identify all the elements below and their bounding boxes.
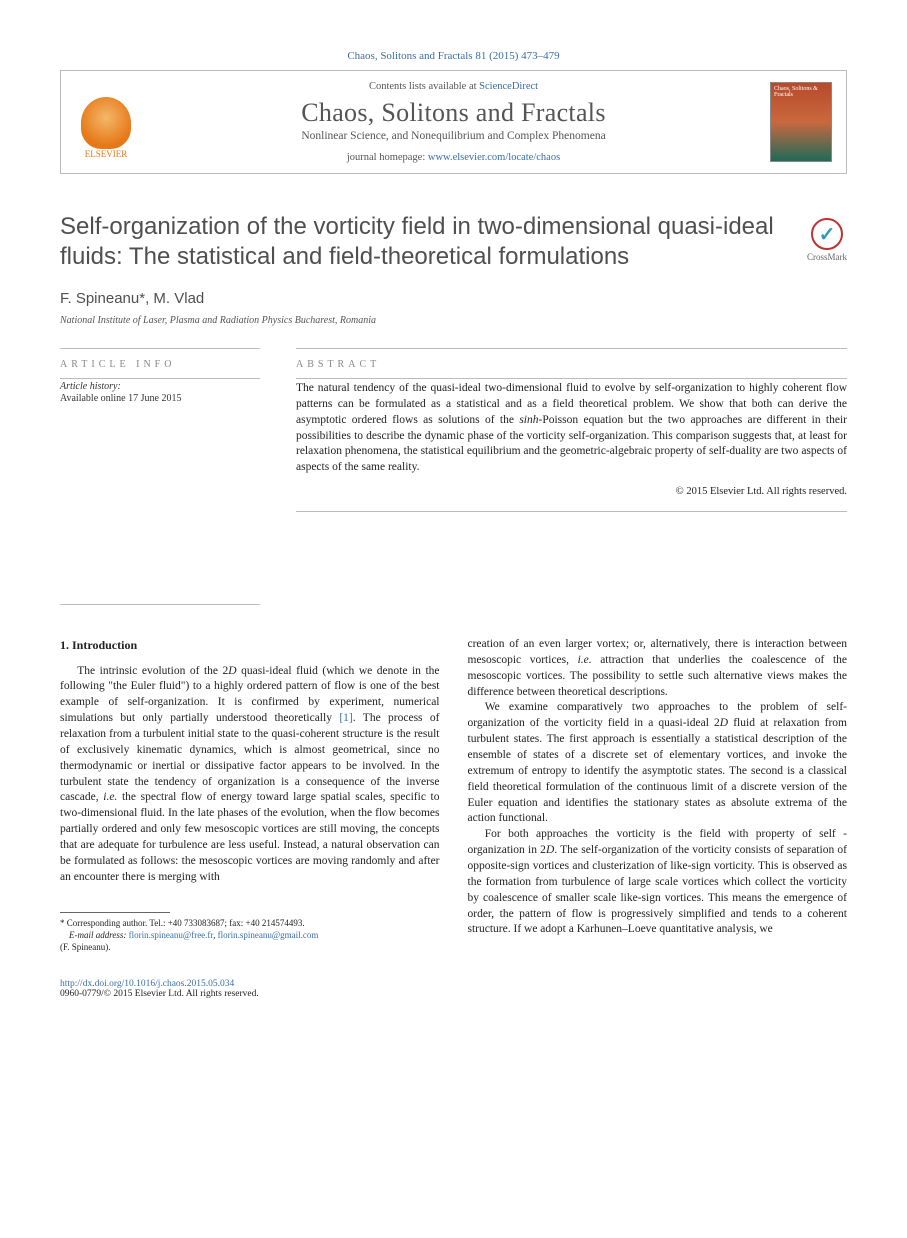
info-abstract-row: ARTICLE INFO Article history: Available … bbox=[60, 348, 847, 605]
ref-1-link[interactable]: [1] bbox=[339, 712, 352, 724]
journal-subtitle: Nonlinear Science, and Nonequilibrium an… bbox=[151, 130, 756, 142]
abstract-bottom-rule bbox=[296, 511, 847, 512]
article-info-label: ARTICLE INFO bbox=[60, 348, 260, 378]
elsevier-logo: ELSEVIER bbox=[75, 85, 137, 159]
journal-header-box: ELSEVIER Contents lists available at Sci… bbox=[60, 70, 847, 174]
body-columns: 1. Introduction The intrinsic evolution … bbox=[60, 637, 847, 953]
history-label: Article history: bbox=[60, 381, 260, 392]
email-link-1[interactable]: florin.spineanu@free.fr bbox=[129, 930, 213, 940]
crossmark-icon: ✓ bbox=[811, 218, 843, 250]
homepage-prefix: journal homepage: bbox=[347, 152, 428, 163]
abstract-column: ABSTRACT The natural tendency of the qua… bbox=[296, 348, 847, 605]
l-p1a: The intrinsic evolution of the 2 bbox=[77, 665, 228, 677]
issn-copyright: 0960-0779/© 2015 Elsevier Ltd. All right… bbox=[60, 989, 259, 999]
l-p1em2: i.e. bbox=[103, 791, 117, 803]
journal-name: Chaos, Solitons and Fractals bbox=[151, 98, 756, 128]
abstract-copyright: © 2015 Elsevier Ltd. All rights reserved… bbox=[296, 486, 847, 497]
info-bottom-rule bbox=[60, 604, 260, 605]
authors: F. Spineanu*, M. Vlad bbox=[60, 290, 847, 307]
r-p2b: fluid at relaxation from turbulent state… bbox=[468, 717, 848, 824]
contents-prefix: Contents lists available at bbox=[369, 81, 479, 92]
elsevier-tree-icon bbox=[81, 97, 131, 149]
cover-thumbnail: Chaos, Solitons & Fractals bbox=[770, 82, 832, 162]
homepage-line: journal homepage: www.elsevier.com/locat… bbox=[151, 152, 756, 163]
l-p1d: the spectral flow of energy toward large… bbox=[60, 791, 440, 882]
right-p3: For both approaches the vorticity is the… bbox=[468, 827, 848, 938]
l-p1em1: D bbox=[228, 665, 236, 677]
left-column: 1. Introduction The intrinsic evolution … bbox=[60, 637, 440, 953]
abstract-divider bbox=[296, 378, 847, 379]
page-container: Chaos, Solitons and Fractals 81 (2015) 4… bbox=[0, 0, 907, 1039]
citation-header: Chaos, Solitons and Fractals 81 (2015) 4… bbox=[60, 50, 847, 62]
crossmark-badge[interactable]: ✓ CrossMark bbox=[807, 218, 847, 262]
crossmark-label: CrossMark bbox=[807, 252, 847, 262]
email-link-2[interactable]: florin.spineanu@gmail.com bbox=[218, 930, 319, 940]
abs-em: sinh bbox=[519, 414, 538, 426]
page-footer: http://dx.doi.org/10.1016/j.chaos.2015.0… bbox=[60, 979, 847, 999]
r-p3b: . The self-organization of the vorticity… bbox=[468, 844, 848, 935]
journal-center: Contents lists available at ScienceDirec… bbox=[151, 81, 756, 163]
section-1-heading: 1. Introduction bbox=[60, 637, 440, 654]
info-divider bbox=[60, 378, 260, 379]
affiliation: National Institute of Laser, Plasma and … bbox=[60, 315, 847, 326]
article-info-column: ARTICLE INFO Article history: Available … bbox=[60, 348, 260, 605]
history-date: Available online 17 June 2015 bbox=[60, 393, 260, 404]
footnote-block: * Corresponding author. Tel.: +40 733083… bbox=[60, 917, 440, 953]
abstract-label: ABSTRACT bbox=[296, 348, 847, 378]
doi-link[interactable]: http://dx.doi.org/10.1016/j.chaos.2015.0… bbox=[60, 979, 234, 989]
right-p2: We examine comparatively two approaches … bbox=[468, 700, 848, 827]
corresponding-author: * Corresponding author. Tel.: +40 733083… bbox=[60, 917, 440, 929]
publisher-name: ELSEVIER bbox=[85, 149, 128, 159]
r-p3em1: D bbox=[546, 844, 554, 856]
sciencedirect-link[interactable]: ScienceDirect bbox=[479, 81, 538, 92]
abstract-text: The natural tendency of the quasi-ideal … bbox=[296, 381, 847, 476]
l-p1c: . The process of relaxation from a turbu… bbox=[60, 712, 440, 803]
homepage-link[interactable]: www.elsevier.com/locate/chaos bbox=[428, 152, 560, 163]
cover-text: Chaos, Solitons & Fractals bbox=[774, 86, 818, 98]
email-label: E-mail address: bbox=[69, 930, 129, 940]
footnote-author: (F. Spineanu). bbox=[60, 941, 440, 953]
right-p1: creation of an even larger vortex; or, a… bbox=[468, 637, 848, 700]
article-title: Self-organization of the vorticity field… bbox=[60, 212, 787, 272]
r-p1em1: i.e. bbox=[578, 654, 592, 666]
footnote-rule bbox=[60, 912, 170, 913]
contents-line: Contents lists available at ScienceDirec… bbox=[151, 81, 756, 92]
email-line: E-mail address: florin.spineanu@free.fr,… bbox=[60, 929, 440, 941]
title-row: Self-organization of the vorticity field… bbox=[60, 212, 847, 272]
r-p2em1: D bbox=[720, 717, 728, 729]
left-p1: The intrinsic evolution of the 2D quasi-… bbox=[60, 664, 440, 886]
right-column: creation of an even larger vortex; or, a… bbox=[468, 637, 848, 953]
